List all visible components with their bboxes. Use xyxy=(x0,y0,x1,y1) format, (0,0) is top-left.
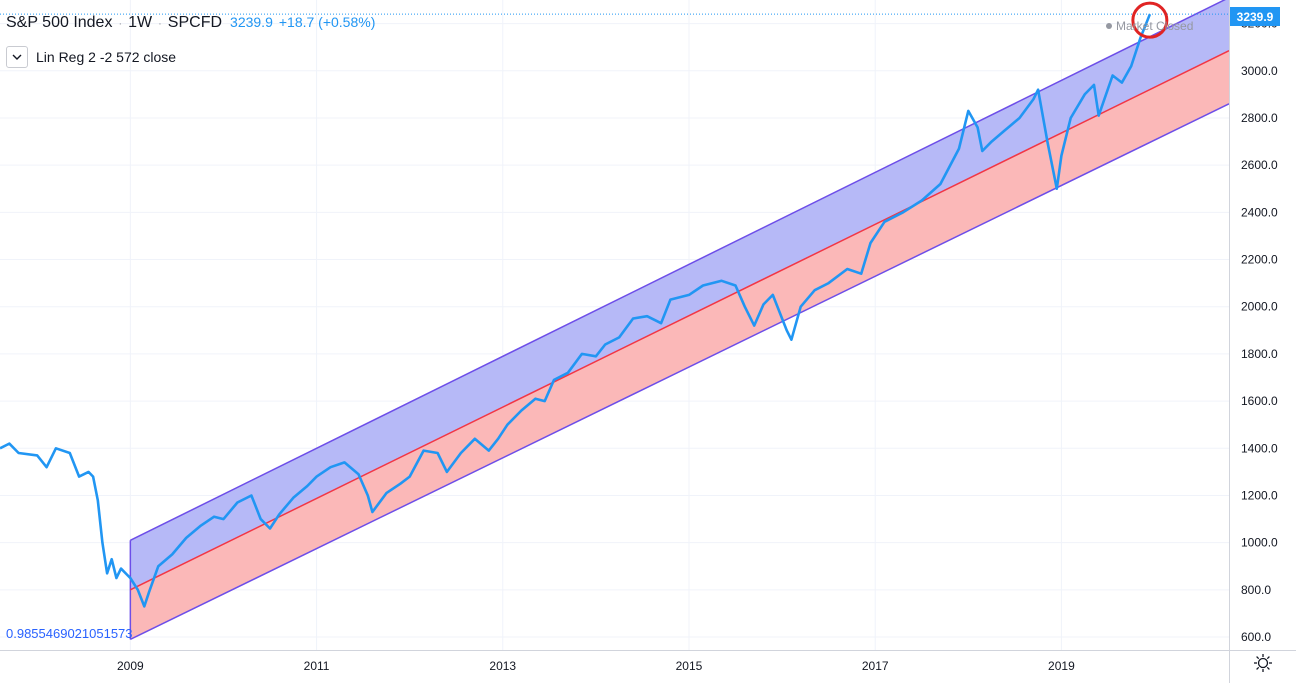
y-tick-label: 2600.0 xyxy=(1241,158,1278,172)
x-tick-label: 2009 xyxy=(117,659,144,673)
y-tick-label: 1800.0 xyxy=(1241,347,1278,361)
price-line xyxy=(0,13,1152,608)
x-tick-label: 2019 xyxy=(1048,659,1075,673)
channel-upper-line xyxy=(130,0,1226,541)
current-price-tag: 3239.9 xyxy=(1230,7,1280,26)
highlight-circle-layer xyxy=(0,1,1229,39)
y-tick-label: 2000.0 xyxy=(1241,300,1278,314)
x-tick-label: 2017 xyxy=(862,659,889,673)
x-tick-label: 2015 xyxy=(676,659,703,673)
y-tick-label: 600.0 xyxy=(1241,630,1271,644)
channel-upper-fill xyxy=(130,0,1229,590)
study-legend: Lin Reg 2 -2 572 close xyxy=(6,46,176,68)
y-tick-label: 2400.0 xyxy=(1241,205,1278,219)
y-tick-label: 1600.0 xyxy=(1241,394,1278,408)
legend-separator: · xyxy=(158,18,162,30)
y-tick-label: 2200.0 xyxy=(1241,253,1278,267)
x-tick-label: 2011 xyxy=(304,659,330,673)
symbol-name: S&P 500 Index xyxy=(6,14,113,31)
y-tick-label: 3000.0 xyxy=(1241,64,1278,78)
channel-lower-line xyxy=(130,103,1230,641)
y-tick-label: 2800.0 xyxy=(1241,111,1278,125)
y-tick-label: 800.0 xyxy=(1241,583,1271,597)
legend-separator: · xyxy=(118,18,123,30)
status-dot-icon xyxy=(1106,23,1112,29)
channel-lower-fill xyxy=(130,50,1229,640)
y-tick-label: 1200.0 xyxy=(1241,488,1278,502)
market-status-label: Market Closed xyxy=(1116,19,1194,33)
chart-legend: S&P 500 Index · 1W · SPCFD 3239.9 +18.7 (+0.58… xyxy=(6,14,375,32)
x-tick-label: 2013 xyxy=(489,659,516,673)
y-tick-label: 1000.0 xyxy=(1241,536,1278,550)
y-tick-label: 1400.0 xyxy=(1241,441,1278,455)
market-status: Market Closed xyxy=(1106,19,1193,33)
regression-channel xyxy=(129,0,1230,641)
interval-label: 1W xyxy=(128,14,153,31)
study-label: Lin Reg 2 -2 572 close xyxy=(36,49,177,65)
price-change: +18.7 (+0.58%) xyxy=(278,14,376,30)
price-series xyxy=(0,13,1152,608)
correlation-value: 0.9855469021051573 xyxy=(6,626,133,641)
chevron-down-icon[interactable] xyxy=(6,46,28,68)
regression-line xyxy=(130,50,1230,591)
highlight-circle xyxy=(1131,1,1169,39)
last-price: 3239.9 xyxy=(230,14,273,30)
exchange-label: SPCFD xyxy=(167,14,223,31)
gear-icon[interactable] xyxy=(1252,652,1274,674)
